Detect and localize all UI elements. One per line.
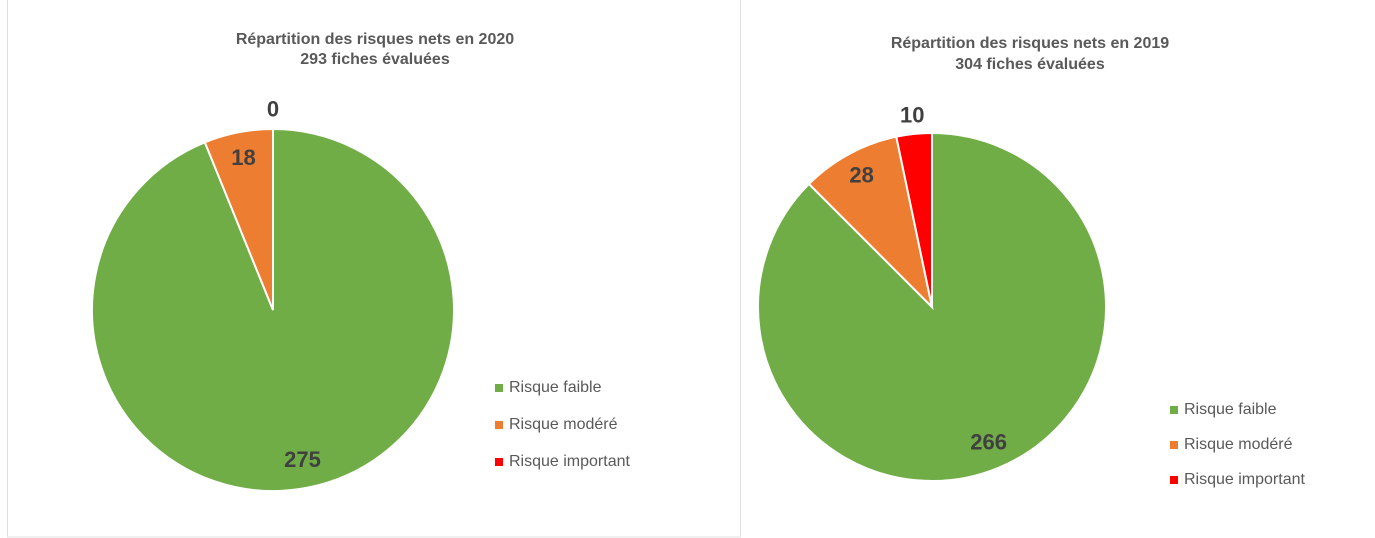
data-label: 0 bbox=[267, 97, 279, 122]
legend-label: Risque important bbox=[509, 453, 631, 470]
chart-frame bbox=[7, 0, 741, 538]
data-label: 10 bbox=[900, 102, 924, 127]
label-background bbox=[892, 101, 933, 132]
legend-label: Risque important bbox=[1184, 471, 1306, 488]
chart-title: Répartition des risques nets en 2020 bbox=[236, 31, 514, 48]
data-label: 266 bbox=[970, 429, 1007, 454]
legend-swatch bbox=[495, 421, 503, 429]
pie-slice bbox=[895, 131, 933, 308]
chart-subtitle: 293 fiches évaluées bbox=[300, 51, 450, 68]
chart-title: Répartition des risques nets en 2019 bbox=[891, 35, 1169, 52]
data-label: 28 bbox=[849, 163, 873, 188]
legend-swatch bbox=[495, 458, 503, 466]
legend-label: Risque faible bbox=[1184, 401, 1277, 418]
legend-swatch bbox=[1170, 441, 1178, 449]
pie-slice bbox=[807, 135, 934, 311]
legend-swatch bbox=[1170, 476, 1178, 484]
data-label: 275 bbox=[284, 447, 321, 472]
legend-label: Risque modéré bbox=[1184, 436, 1293, 453]
legend-swatch bbox=[1170, 406, 1178, 414]
chart-subtitle: 304 fiches évaluées bbox=[955, 56, 1105, 73]
legend-swatch bbox=[495, 384, 503, 392]
legend-label: Risque modéré bbox=[509, 416, 618, 433]
data-label: 18 bbox=[231, 145, 255, 170]
legend-label: Risque faible bbox=[509, 379, 602, 396]
